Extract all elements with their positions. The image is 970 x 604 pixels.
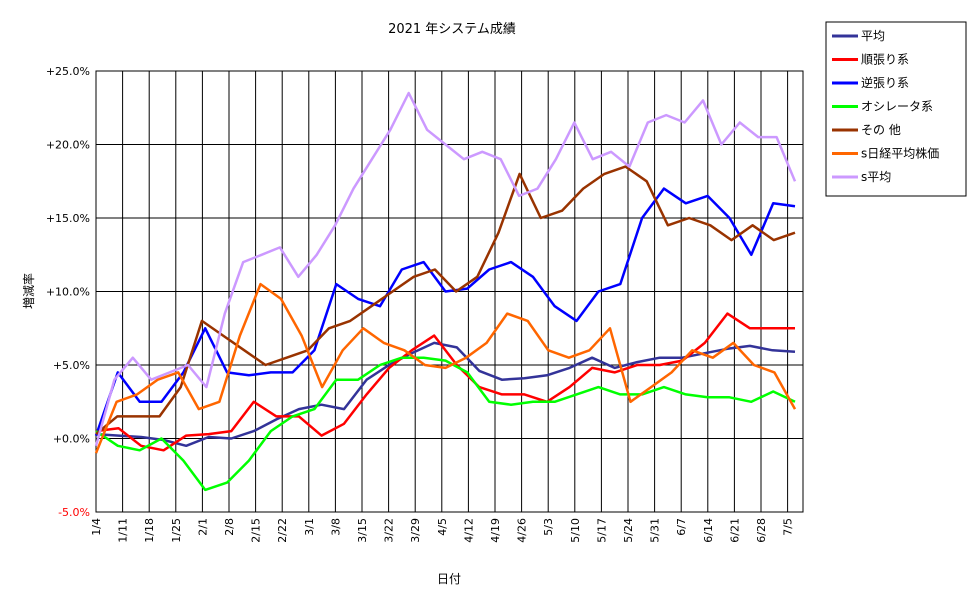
x-tick-label: 4/12 <box>462 518 475 543</box>
legend-label: s日経平均株価 <box>861 146 939 161</box>
x-tick-label: 1/11 <box>117 518 130 543</box>
legend-label: 平均 <box>861 29 885 43</box>
x-tick-label: 1/18 <box>143 518 156 543</box>
series-line-1 <box>95 312 795 452</box>
x-axis-label: 日付 <box>437 572 461 586</box>
y-tick-label: +20.0% <box>46 139 90 152</box>
y-tick-label: +0.0% <box>53 433 90 446</box>
x-tick-label: 3/22 <box>383 518 396 543</box>
x-axis-ticks: 1/4 1/11 1/18 1/25 2/1 2/8 2/15 2/22 3/1 3/8 3/15 3… <box>90 518 795 543</box>
x-tick-label: 4/26 <box>516 518 529 543</box>
legend-label: 順張り系 <box>861 53 909 67</box>
x-tick-label: 6/28 <box>755 518 768 543</box>
x-tick-label: 5/24 <box>622 518 635 543</box>
series-line-4 <box>95 165 796 436</box>
legend-box <box>825 21 967 197</box>
x-tick-label: 5/10 <box>569 518 582 543</box>
x-tick-label: 1/25 <box>170 518 183 543</box>
legend-label: s平均 <box>861 170 891 184</box>
x-tick-label: 6/14 <box>702 518 715 543</box>
y-axis-label: 増減率 <box>21 273 36 309</box>
series-lines <box>94 91 797 492</box>
x-tick-label: 4/5 <box>436 518 449 536</box>
series-line-5 <box>94 282 797 454</box>
x-tick-label: 3/15 <box>356 518 369 543</box>
x-tick-label: 5/17 <box>595 518 608 543</box>
x-tick-label: 3/8 <box>329 518 342 536</box>
x-tick-label: 6/21 <box>728 518 741 543</box>
series-line-3 <box>95 356 796 492</box>
x-tick-label: 2/15 <box>250 518 263 543</box>
legend-label: 逆張り系 <box>861 75 909 90</box>
x-tick-label: 7/5 <box>782 518 795 536</box>
x-tick-label: 5/31 <box>649 518 662 543</box>
x-tick-label: 2/1 <box>196 518 209 536</box>
x-tick-label: 2/8 <box>223 518 236 536</box>
x-tick-label: 1/4 <box>90 518 103 536</box>
chart-title: 2021 年システム成績 <box>388 22 516 37</box>
x-tick-label: 3/29 <box>409 518 422 543</box>
y-axis-ticks: +25.0% +20.0% +15.0% +10.0% +5.0% +0.0% -5.0% <box>46 65 90 519</box>
series-line-2 <box>94 187 796 437</box>
x-tick-label: 2/22 <box>276 518 289 543</box>
y-tick-label: +5.0% <box>53 359 90 372</box>
x-tick-label: 6/7 <box>675 518 688 536</box>
legend-label: その 他 <box>861 123 901 137</box>
x-tick-label: 3/1 <box>303 518 316 536</box>
y-tick-label: -5.0% <box>58 506 90 519</box>
series-line-0 <box>95 341 796 448</box>
series-line-6 <box>94 91 797 447</box>
y-tick-label: +10.0% <box>46 286 90 299</box>
y-tick-label: +25.0% <box>46 65 90 78</box>
x-tick-label: 5/3 <box>542 518 555 536</box>
x-tick-label: 4/19 <box>489 518 502 543</box>
y-tick-label: +15.0% <box>46 212 90 225</box>
legend-label: オシレータ系 <box>861 100 933 114</box>
